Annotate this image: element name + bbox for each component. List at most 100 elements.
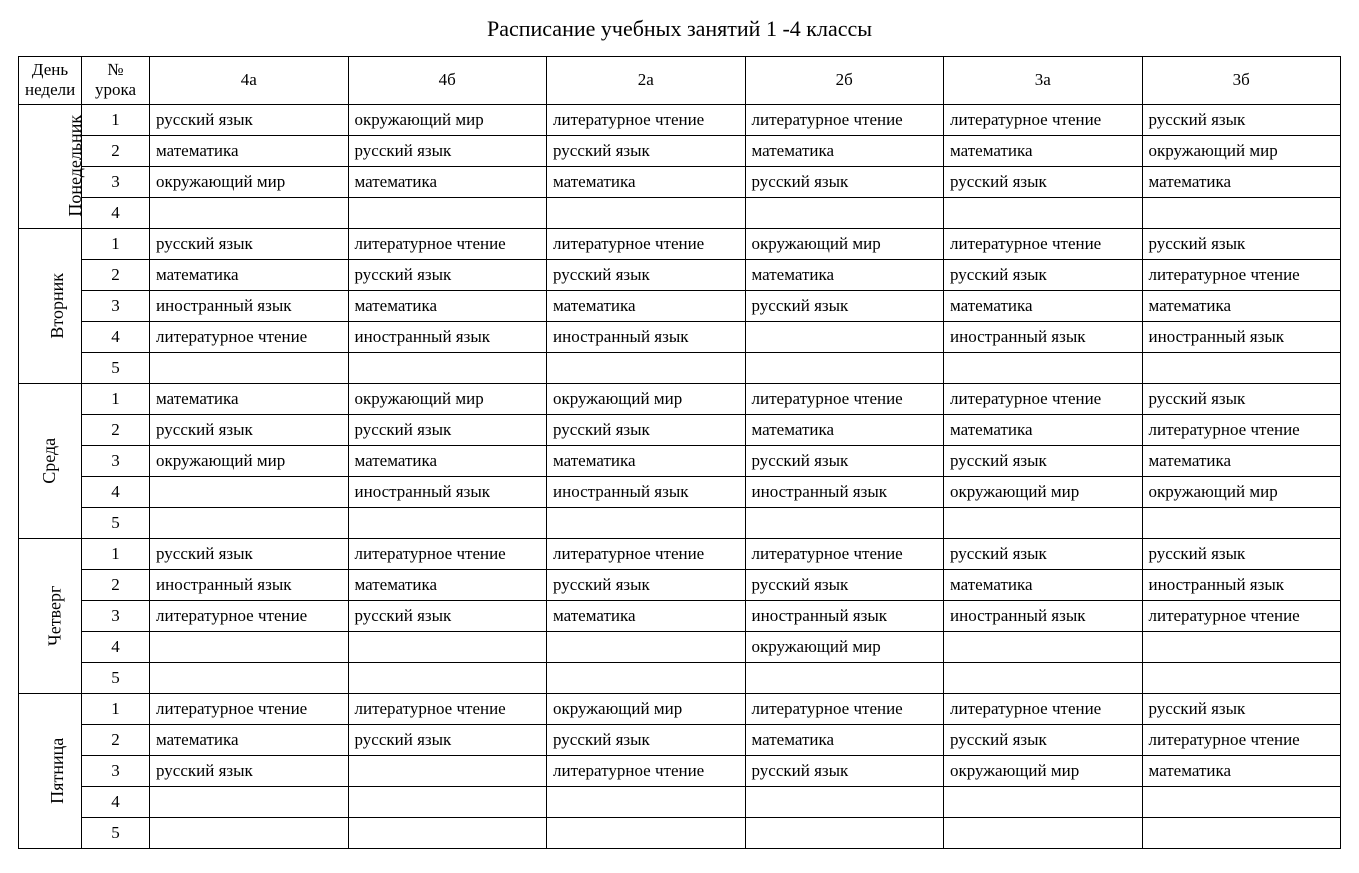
subject-cell — [150, 786, 349, 817]
header-class: 3а — [944, 57, 1143, 105]
subject-cell: иностранный язык — [547, 476, 746, 507]
day-cell: Среда — [19, 383, 82, 538]
subject-cell: литературное чтение — [745, 383, 944, 414]
table-row: 2русский языкрусский языкрусский языкмат… — [19, 414, 1341, 445]
subject-cell: русский язык — [944, 259, 1143, 290]
subject-cell — [745, 352, 944, 383]
subject-cell: русский язык — [944, 538, 1143, 569]
page-title: Расписание учебных занятий 1 -4 классы — [18, 16, 1341, 42]
lesson-number: 2 — [82, 259, 150, 290]
lesson-number: 2 — [82, 724, 150, 755]
subject-cell: окружающий мир — [348, 383, 547, 414]
subject-cell: литературное чтение — [150, 693, 349, 724]
subject-cell: иностранный язык — [944, 600, 1143, 631]
subject-cell: математика — [745, 414, 944, 445]
subject-cell — [348, 817, 547, 848]
table-row: Пятница1литературное чтениелитературное … — [19, 693, 1341, 724]
schedule-body: Понедельник1русский языкокружающий мирли… — [19, 104, 1341, 848]
day-cell: Пятница — [19, 693, 82, 848]
subject-cell: иностранный язык — [547, 321, 746, 352]
subject-cell: литературное чтение — [944, 383, 1143, 414]
lesson-number: 2 — [82, 414, 150, 445]
subject-cell — [745, 786, 944, 817]
subject-cell: математика — [348, 166, 547, 197]
subject-cell: иностранный язык — [1142, 321, 1341, 352]
subject-cell: математика — [944, 414, 1143, 445]
table-row: 3иностранный языкматематикаматематикарус… — [19, 290, 1341, 321]
subject-cell: русский язык — [150, 755, 349, 786]
subject-cell: математика — [1142, 290, 1341, 321]
lesson-number: 3 — [82, 755, 150, 786]
subject-cell — [1142, 631, 1341, 662]
subject-cell: русский язык — [1142, 538, 1341, 569]
subject-cell: русский язык — [150, 228, 349, 259]
table-row: 2математикарусский языкрусский языкматем… — [19, 259, 1341, 290]
subject-cell: литературное чтение — [1142, 414, 1341, 445]
subject-cell — [1142, 352, 1341, 383]
lesson-number: 1 — [82, 228, 150, 259]
subject-cell — [150, 631, 349, 662]
subject-cell: математика — [745, 724, 944, 755]
subject-cell: русский язык — [1142, 104, 1341, 135]
subject-cell — [150, 476, 349, 507]
table-row: Среда1математикаокружающий мирокружающий… — [19, 383, 1341, 414]
table-row: 3окружающий мирматематикаматематикарусск… — [19, 445, 1341, 476]
header-class: 2а — [547, 57, 746, 105]
subject-cell: литературное чтение — [150, 321, 349, 352]
table-row: Вторник1русский языклитературное чтениел… — [19, 228, 1341, 259]
subject-cell: литературное чтение — [1142, 259, 1341, 290]
lesson-number: 1 — [82, 383, 150, 414]
subject-cell: русский язык — [944, 445, 1143, 476]
subject-cell: русский язык — [547, 259, 746, 290]
subject-cell: русский язык — [745, 166, 944, 197]
subject-cell: русский язык — [150, 104, 349, 135]
table-row: 3окружающий мирматематикаматематикарусск… — [19, 166, 1341, 197]
subject-cell — [944, 817, 1143, 848]
subject-cell — [944, 507, 1143, 538]
subject-cell: математика — [547, 445, 746, 476]
table-row: 5 — [19, 352, 1341, 383]
subject-cell: математика — [547, 600, 746, 631]
subject-cell — [348, 631, 547, 662]
subject-cell: математика — [1142, 755, 1341, 786]
lesson-number: 3 — [82, 600, 150, 631]
subject-cell: литературное чтение — [348, 693, 547, 724]
subject-cell — [1142, 817, 1341, 848]
subject-cell: математика — [547, 166, 746, 197]
subject-cell: русский язык — [1142, 693, 1341, 724]
subject-cell — [944, 352, 1143, 383]
lesson-number: 3 — [82, 445, 150, 476]
subject-cell: литературное чтение — [745, 538, 944, 569]
subject-cell: литературное чтение — [944, 228, 1143, 259]
subject-cell — [547, 197, 746, 228]
lesson-number: 5 — [82, 817, 150, 848]
lesson-number: 2 — [82, 135, 150, 166]
table-row: 3литературное чтениерусский языкматемати… — [19, 600, 1341, 631]
subject-cell — [547, 817, 746, 848]
subject-cell — [944, 662, 1143, 693]
subject-cell: литературное чтение — [348, 538, 547, 569]
subject-cell: окружающий мир — [944, 476, 1143, 507]
subject-cell — [745, 662, 944, 693]
subject-cell: литературное чтение — [944, 693, 1143, 724]
subject-cell: иностранный язык — [745, 600, 944, 631]
subject-cell: окружающий мир — [745, 631, 944, 662]
subject-cell: окружающий мир — [150, 166, 349, 197]
day-cell: Понедельник — [19, 104, 82, 228]
subject-cell: русский язык — [745, 290, 944, 321]
lesson-number: 5 — [82, 352, 150, 383]
subject-cell: русский язык — [745, 569, 944, 600]
subject-cell: иностранный язык — [944, 321, 1143, 352]
table-row: 4 — [19, 197, 1341, 228]
subject-cell: окружающий мир — [1142, 476, 1341, 507]
subject-cell: математика — [547, 290, 746, 321]
subject-cell — [547, 786, 746, 817]
subject-cell: иностранный язык — [348, 476, 547, 507]
subject-cell: русский язык — [547, 135, 746, 166]
header-day: День недели — [19, 57, 82, 105]
lesson-number: 5 — [82, 662, 150, 693]
subject-cell: окружающий мир — [547, 383, 746, 414]
subject-cell — [1142, 786, 1341, 817]
subject-cell: математика — [150, 724, 349, 755]
subject-cell: математика — [944, 569, 1143, 600]
